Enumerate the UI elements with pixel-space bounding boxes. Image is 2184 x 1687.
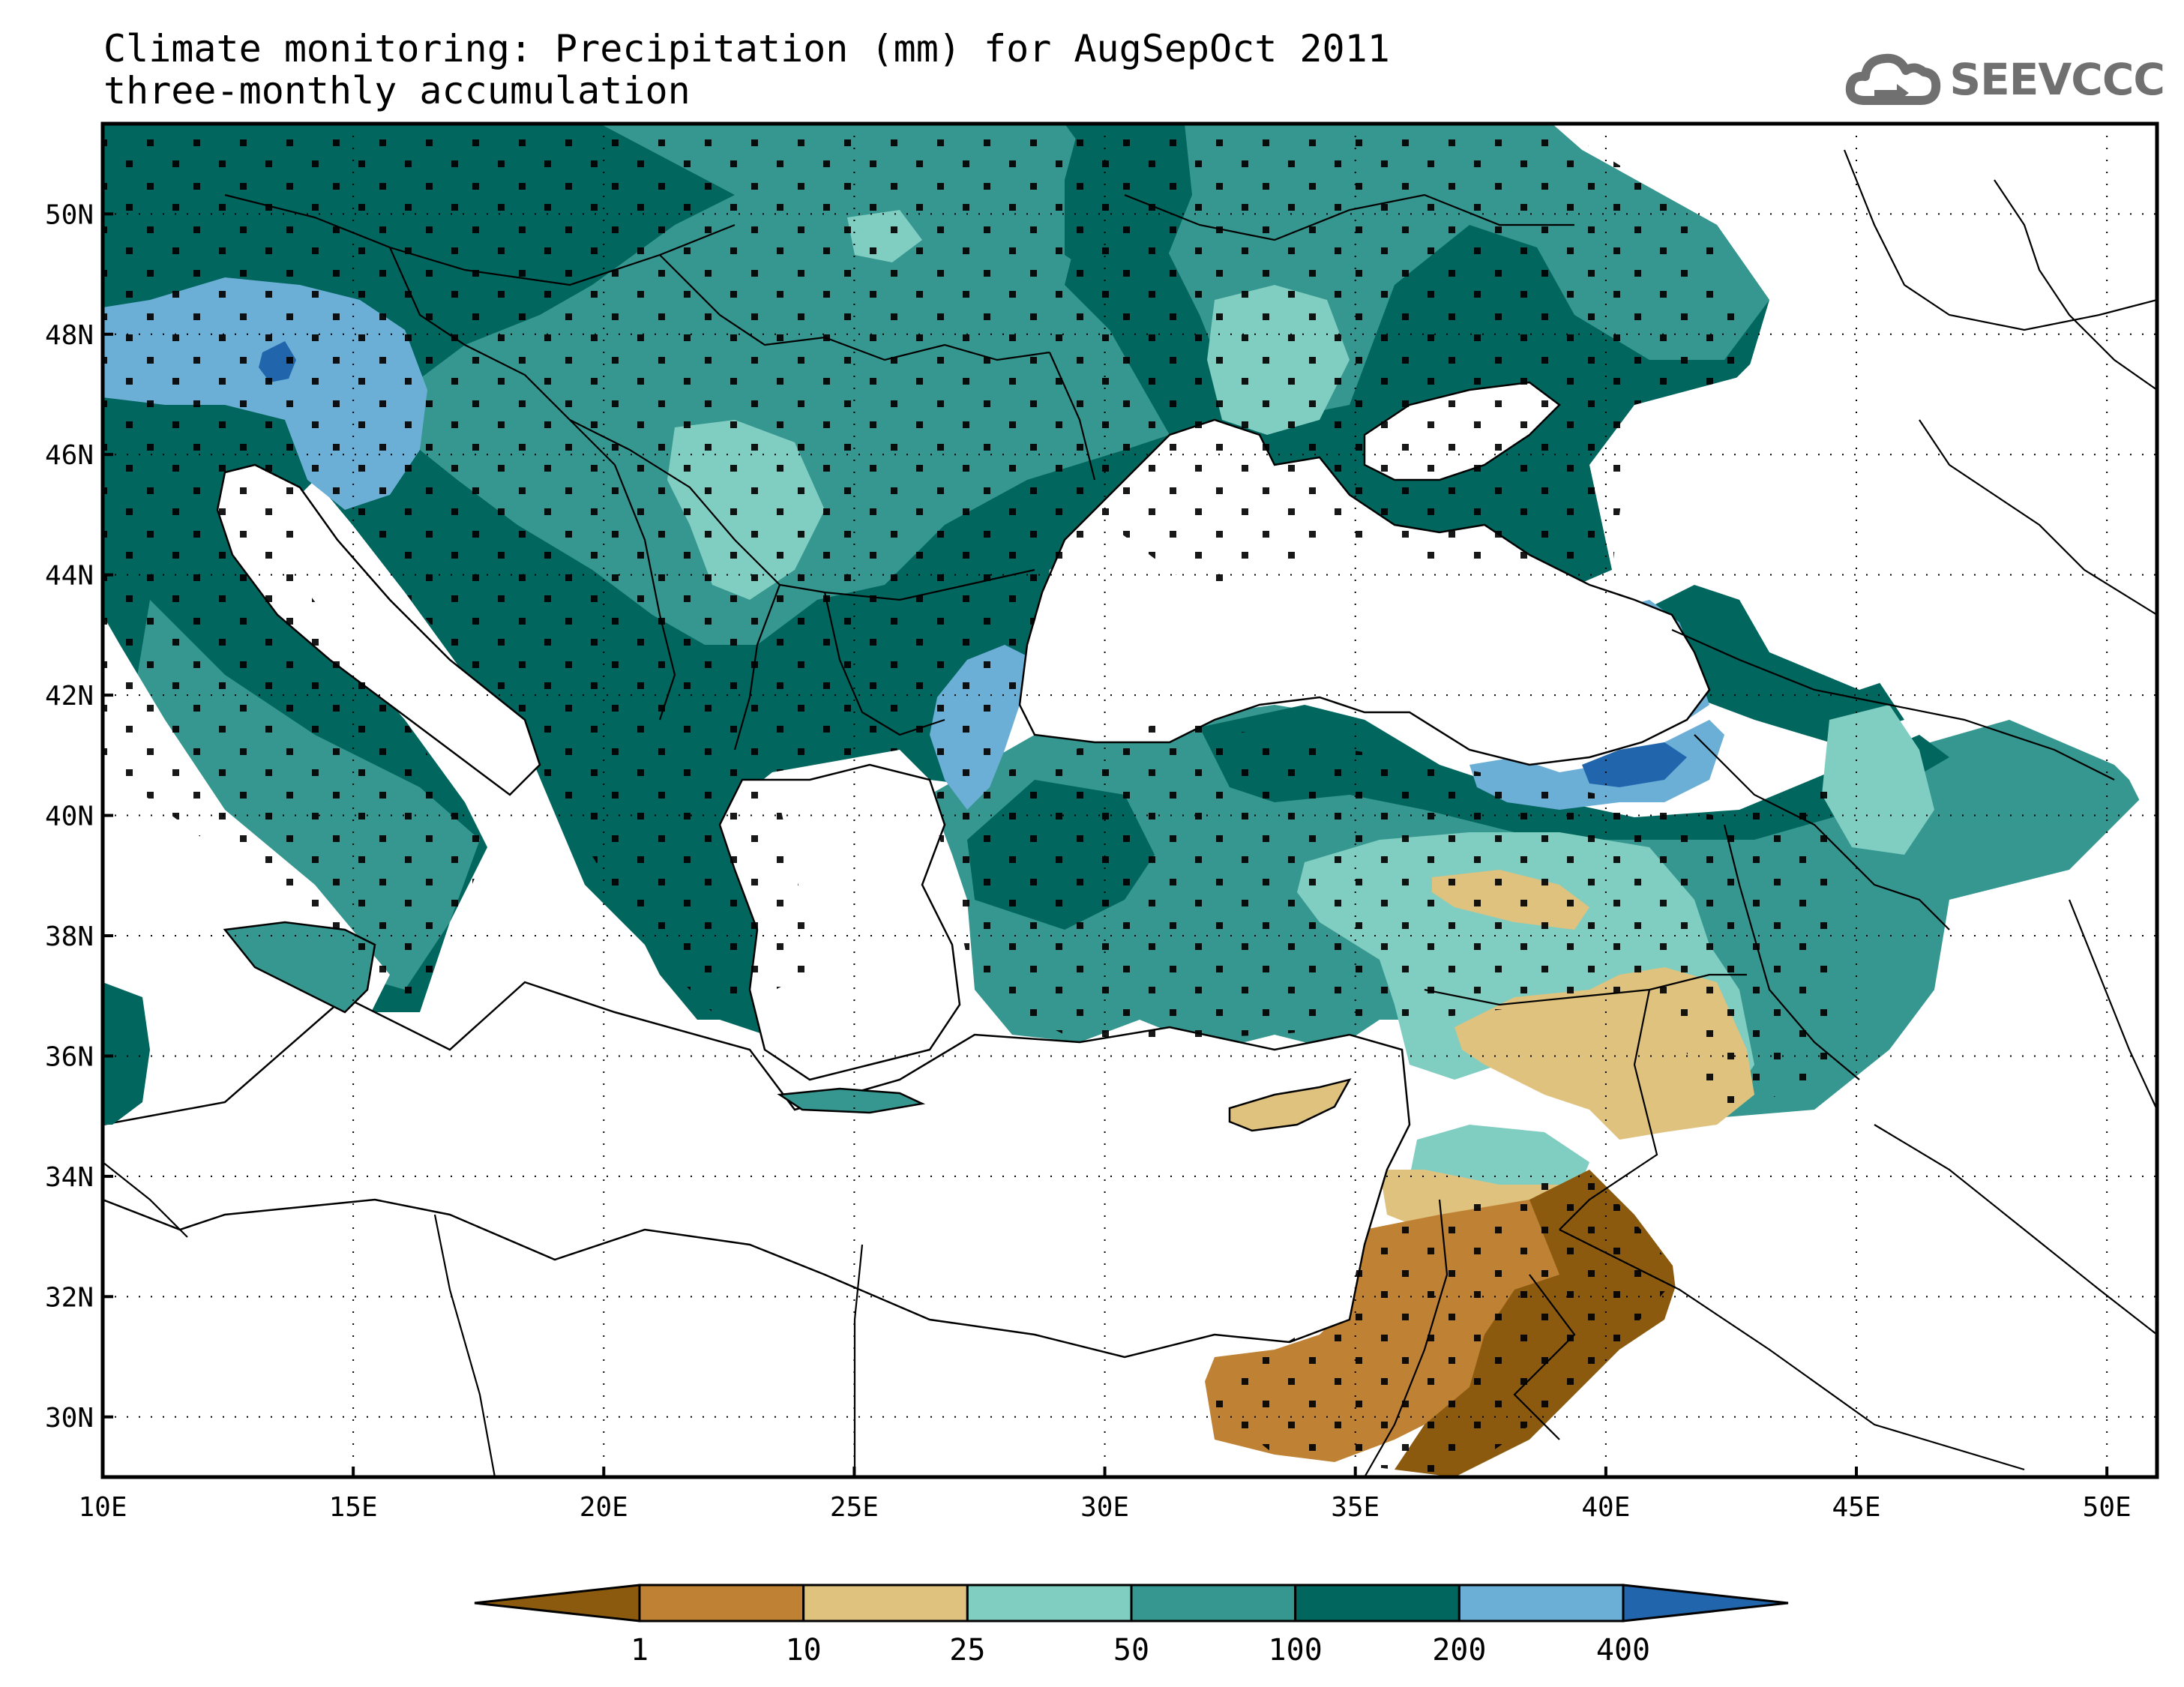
y-tick-label: 46N	[45, 440, 94, 471]
seevccc-logo: SEEVCCC	[1844, 48, 2165, 111]
legend-threshold-label: 10	[786, 1633, 822, 1668]
legend-arrow-low	[474, 1584, 641, 1623]
legend-threshold-label: 200	[1432, 1633, 1486, 1668]
y-tick-label: 38N	[45, 921, 94, 952]
legend-threshold-label: 1	[631, 1633, 649, 1668]
legend-threshold-label: 25	[949, 1633, 985, 1668]
x-tick-label: 20E	[580, 1492, 628, 1523]
precip-zone-25-50-armenia	[1822, 705, 1934, 855]
legend-arrow-high	[1622, 1584, 1789, 1623]
cloud-icon	[1846, 53, 1941, 105]
x-tick-label: 35E	[1331, 1492, 1380, 1523]
y-tick-label: 48N	[45, 320, 94, 351]
map-frame	[100, 121, 2159, 1479]
y-axis: 30N 32N 34N 36N 38N 40N 42N 44N 46N 48N 50N	[45, 199, 113, 1434]
y-tick-label: 44N	[45, 561, 94, 592]
station-markers	[103, 124, 1827, 1473]
x-tick-label: 10E	[78, 1492, 127, 1523]
y-tick-label: 36N	[45, 1041, 94, 1072]
legend-swatch	[1457, 1584, 1625, 1623]
x-tick-label: 30E	[1080, 1492, 1129, 1523]
x-tick-label: 15E	[329, 1492, 378, 1523]
x-tick-label: 40E	[1581, 1492, 1630, 1523]
map-title: Climate monitoring: Precipitation (mm) f…	[103, 27, 1390, 70]
legend-threshold-label: 400	[1596, 1633, 1650, 1668]
legend-swatch	[638, 1584, 805, 1623]
logo-text: SEEVCCC	[1949, 54, 2165, 105]
legend-threshold-label: 50	[1113, 1633, 1149, 1668]
legend-swatch	[966, 1584, 1133, 1623]
y-tick-label: 34N	[45, 1162, 94, 1193]
y-tick-label: 42N	[45, 681, 94, 712]
y-tick-label: 30N	[45, 1403, 94, 1434]
y-tick-label: 50N	[45, 199, 94, 230]
legend-swatch	[802, 1584, 969, 1623]
map-subtitle: three-monthly accumulation	[103, 69, 691, 112]
legend-swatch	[1130, 1584, 1297, 1623]
x-tick-label: 45E	[1832, 1492, 1881, 1523]
x-tick-label: 25E	[830, 1492, 879, 1523]
x-tick-label: 50E	[2083, 1492, 2132, 1523]
y-tick-label: 32N	[45, 1282, 94, 1313]
color-legend: 1 10 25 50 100 200 400	[474, 1584, 1789, 1668]
graticule-grid	[103, 124, 2157, 1477]
legend-threshold-label: 100	[1269, 1633, 1323, 1668]
x-axis: 10E 15E 20E 25E 30E 35E 40E 45E 50E	[78, 1467, 2132, 1523]
legend-swatch	[1294, 1584, 1460, 1623]
precipitation-field	[103, 124, 2157, 1477]
country-borders	[103, 149, 2157, 1477]
y-tick-label: 40N	[45, 802, 94, 832]
